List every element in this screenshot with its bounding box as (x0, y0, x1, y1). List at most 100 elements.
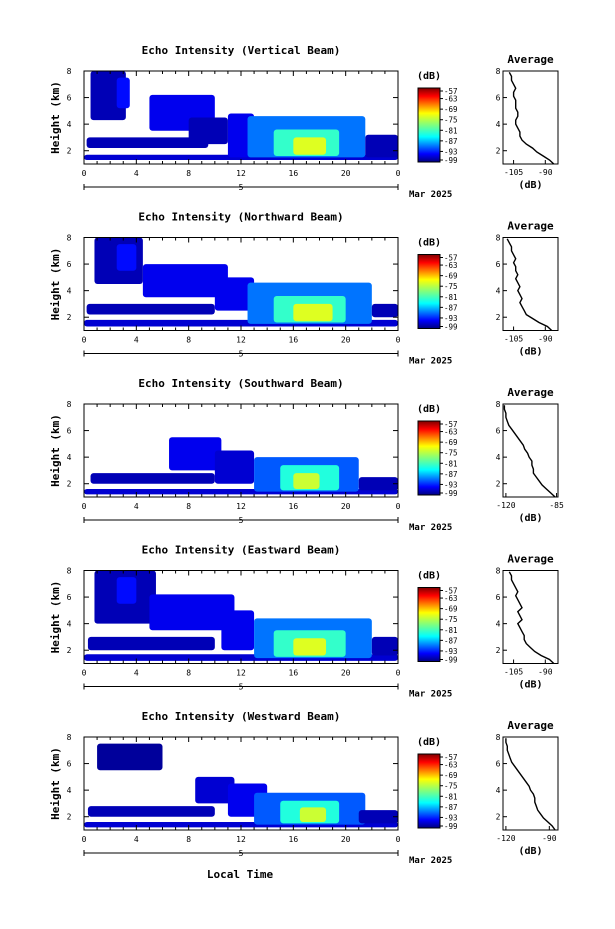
average-y-tick-label: 4 (496, 786, 501, 795)
colorbar-tick-label: -57 (444, 753, 458, 762)
average-title: Average (507, 719, 554, 732)
echo-region (86, 303, 215, 315)
date-label: Mar 2025 (409, 856, 452, 866)
panel-title: Echo Intensity (Westward Beam) (142, 710, 341, 723)
colorbar-tick-label: -93 (444, 147, 458, 156)
echo-region (358, 810, 398, 824)
colorbar-tick-label: -87 (444, 470, 458, 479)
y-tick-label: 4 (67, 620, 72, 629)
echo-region (87, 806, 215, 817)
echo-region (293, 303, 333, 322)
y-tick-label: 6 (67, 760, 72, 769)
colorbar-tick-label: -99 (444, 323, 458, 332)
x-tick-label: 0 (82, 336, 87, 345)
panel-3: Echo Intensity (Southward Beam) 2 4 6 8 Heigh… (49, 377, 564, 533)
date-day-label: 5 (239, 683, 244, 692)
average-x-tick-label: -120 (496, 834, 515, 843)
average-x-axis-label: (dB) (518, 513, 542, 524)
colorbar-tick-label: -87 (444, 137, 458, 146)
average-x-axis-label: (dB) (518, 846, 542, 857)
colorbar (417, 753, 441, 829)
y-tick-label: 4 (67, 120, 72, 129)
colorbar-unit: (dB) (417, 238, 441, 249)
date-day-label: 5 (239, 849, 244, 858)
colorbar-tick-label: -75 (444, 449, 458, 458)
colorbar-tick-label: -63 (444, 95, 458, 104)
x-tick-label: 12 (236, 502, 246, 511)
date-day-label: 5 (239, 516, 244, 525)
x-tick-label: 8 (186, 336, 191, 345)
average-x-tick-label: -120 (496, 501, 515, 510)
x-tick-label: 0 (396, 669, 401, 678)
average-y-tick-label: 8 (496, 67, 501, 76)
average-title: Average (507, 553, 554, 566)
colorbar-tick-label: -63 (444, 594, 458, 603)
colorbar-tick-label: -75 (444, 116, 458, 125)
x-tick-label: 4 (134, 169, 139, 178)
echo-region (169, 437, 222, 471)
average-title: Average (507, 53, 554, 66)
x-tick-label: 20 (341, 835, 351, 844)
x-tick-label: 0 (396, 169, 401, 178)
colorbar-tick-label: -99 (444, 489, 458, 498)
echo-region (116, 577, 137, 604)
y-tick-label: 8 (67, 733, 72, 742)
echo-region (299, 807, 327, 823)
colorbar-tick-label: -57 (444, 87, 458, 96)
panel-4: Echo Intensity (Eastward Beam) 2 4 6 8 Height… (49, 544, 559, 700)
echo-region (116, 244, 137, 271)
average-title: Average (507, 220, 554, 233)
panel-1: Echo Intensity (Vertical Beam) 2 4 6 8 Height… (49, 44, 559, 200)
colorbar-unit: (dB) (417, 737, 441, 748)
echo-region (116, 77, 130, 109)
x-tick-label: 4 (134, 669, 139, 678)
x-tick-label: 8 (186, 502, 191, 511)
average-profile-line (503, 405, 556, 498)
x-tick-label: 16 (289, 336, 299, 345)
average-profile-line (506, 238, 553, 332)
echo-region (293, 473, 320, 490)
colorbar-tick-label: -63 (444, 761, 458, 770)
average-x-axis-label: (dB) (518, 347, 542, 358)
y-axis-label: Height (km) (49, 248, 62, 321)
y-tick-label: 8 (67, 67, 72, 76)
x-tick-label: 16 (289, 169, 299, 178)
average-y-tick-label: 2 (496, 147, 501, 156)
colorbar-tick-label: -69 (444, 272, 458, 281)
colorbar (417, 87, 441, 163)
panel-2: Echo Intensity (Northward Beam) 2 4 6 8 Heigh… (49, 211, 559, 367)
echo-region (142, 264, 228, 298)
date-label: Mar 2025 (409, 523, 452, 533)
x-tick-label: 0 (396, 336, 401, 345)
heatmap-area (84, 437, 398, 495)
y-tick-label: 2 (67, 147, 72, 156)
echo-region (90, 473, 215, 484)
colorbar-tick-label: -63 (444, 261, 458, 270)
panel-title: Echo Intensity (Eastward Beam) (142, 544, 341, 557)
colorbar-tick-label: -87 (444, 803, 458, 812)
echo-region (293, 137, 327, 155)
average-profile-line (508, 571, 555, 665)
colorbar-tick-label: -69 (444, 771, 458, 780)
average-frame (502, 70, 559, 165)
colorbar-tick-label: -69 (444, 605, 458, 614)
y-tick-label: 6 (67, 260, 72, 269)
average-frame (502, 403, 559, 498)
colorbar-tick-label: -99 (444, 656, 458, 665)
average-y-tick-label: 8 (496, 733, 501, 742)
colorbar-tick-label: -81 (444, 126, 458, 135)
average-x-axis-label: (dB) (518, 180, 542, 191)
colorbar-tick-label: -69 (444, 105, 458, 114)
average-profile-line (508, 71, 555, 165)
average-x-tick-label: -85 (549, 501, 564, 510)
average-y-tick-label: 4 (496, 120, 501, 129)
average-y-tick-label: 8 (496, 400, 501, 409)
x-tick-label: 0 (82, 502, 87, 511)
colorbar-tick-label: -93 (444, 813, 458, 822)
x-tick-label: 8 (186, 169, 191, 178)
colorbar-tick-label: -81 (444, 459, 458, 468)
average-y-tick-label: 4 (496, 287, 501, 296)
x-tick-label: 16 (289, 669, 299, 678)
average-y-tick-label: 4 (496, 453, 501, 462)
